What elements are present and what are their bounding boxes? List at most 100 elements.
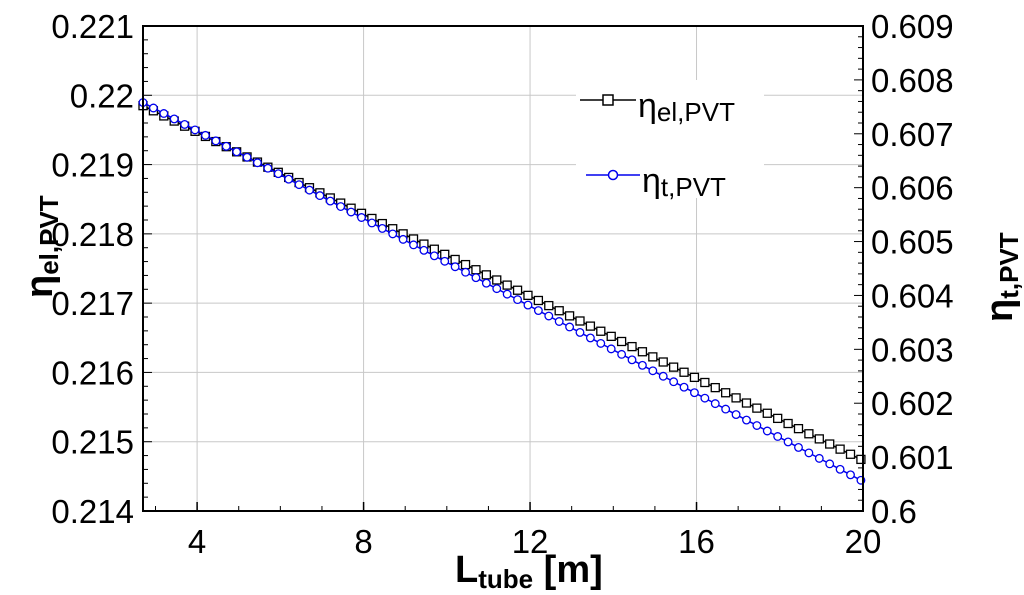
data-point-t-pvt <box>689 388 699 398</box>
data-point-t-pvt <box>721 404 731 414</box>
data-point-el-pvt <box>721 388 731 398</box>
data-point-t-pvt <box>294 180 304 190</box>
data-point-t-pvt <box>336 202 346 211</box>
legend-label-el: ηel,PVT <box>638 87 735 127</box>
data-point-t-pvt <box>513 295 523 305</box>
data-point-t-pvt <box>700 393 710 403</box>
data-point-el-pvt <box>648 352 658 362</box>
data-point-t-pvt <box>305 185 314 195</box>
data-point-t-pvt <box>346 207 356 217</box>
y-right-tick-label: 0.602 <box>871 385 954 422</box>
data-point-t-pvt <box>637 360 647 370</box>
y-right-tick-label: 0.605 <box>871 224 954 261</box>
y-right-tick-label: 0.601 <box>871 439 954 476</box>
data-point-t-pvt <box>606 344 616 354</box>
data-point-t-pvt <box>710 399 720 409</box>
y-left-tick-label: 0.214 <box>51 493 134 530</box>
data-point-t-pvt <box>554 317 564 326</box>
y-right-tick-label: 0.604 <box>871 277 954 314</box>
y-right-tick-label: 0.606 <box>871 170 954 207</box>
data-point-el-pvt <box>668 362 679 372</box>
legend-marker-t <box>607 169 619 181</box>
data-point-el-pvt <box>689 372 700 383</box>
y-left-tick-label: 0.218 <box>51 216 134 253</box>
data-point-el-pvt <box>460 259 471 270</box>
data-point-el-pvt <box>627 341 637 352</box>
legend-label-t: ηt,PVT <box>642 162 726 202</box>
data-point-t-pvt <box>211 136 221 146</box>
data-point-el-pvt <box>512 285 523 295</box>
data-point-el-pvt <box>762 408 772 418</box>
data-point-t-pvt <box>648 366 658 376</box>
data-point-t-pvt <box>180 119 190 129</box>
data-point-el-pvt <box>804 429 814 439</box>
data-point-t-pvt <box>253 158 262 168</box>
data-point-t-pvt <box>544 311 554 321</box>
legend-marker-el <box>602 94 614 106</box>
y-right-axis-title: ηt,PVT <box>979 232 1024 322</box>
data-point-el-pvt <box>554 306 564 316</box>
data-point-t-pvt <box>169 114 179 124</box>
y-left-tick-label: 0.22 <box>70 77 134 114</box>
data-point-el-pvt <box>773 413 783 424</box>
data-point-el-pvt <box>564 311 575 321</box>
x-tick-label: 4 <box>188 523 206 560</box>
data-point-el-pvt <box>752 403 762 413</box>
data-point-el-pvt <box>616 336 627 347</box>
data-point-el-pvt <box>731 393 741 403</box>
data-point-t-pvt <box>398 234 408 244</box>
series-layer <box>138 98 866 485</box>
x-axis-title: Ltube [m] <box>455 549 603 594</box>
data-point-t-pvt <box>273 169 283 179</box>
data-point-el-pvt <box>544 300 554 311</box>
data-point-t-pvt <box>429 251 439 261</box>
y-right-tick-label: 0.609 <box>871 8 954 45</box>
data-point-el-pvt <box>492 275 502 285</box>
data-point-el-pvt <box>856 454 866 465</box>
data-point-t-pvt <box>481 278 491 288</box>
data-point-el-pvt <box>450 254 460 265</box>
data-point-t-pvt <box>533 306 543 316</box>
y-left-tick-label: 0.216 <box>51 354 134 391</box>
data-point-el-pvt <box>575 316 585 326</box>
data-point-t-pvt <box>377 223 387 233</box>
y-right-tick-label: 0.608 <box>871 62 954 99</box>
data-point-t-pvt <box>263 163 273 173</box>
data-point-t-pvt <box>669 377 679 387</box>
data-point-t-pvt <box>762 426 772 436</box>
data-point-el-pvt <box>679 367 689 377</box>
data-point-t-pvt <box>825 459 835 469</box>
data-point-el-pvt <box>658 357 668 367</box>
y-right-tick-label: 0.607 <box>871 116 954 153</box>
data-point-el-pvt <box>471 265 481 275</box>
data-point-el-pvt <box>523 290 533 301</box>
data-point-t-pvt <box>409 240 418 250</box>
data-point-el-pvt <box>793 423 804 434</box>
data-point-t-pvt <box>627 355 637 365</box>
x-tick-label: 16 <box>678 523 715 560</box>
data-point-t-pvt <box>773 432 783 441</box>
data-point-el-pvt <box>637 347 648 357</box>
data-point-t-pvt <box>783 437 793 447</box>
y-left-tick-label: 0.219 <box>51 147 134 184</box>
data-point-el-pvt <box>502 280 512 290</box>
series-line-0 <box>142 105 862 461</box>
y-right-tick-label: 0.603 <box>871 331 954 368</box>
data-point-t-pvt <box>731 410 741 420</box>
data-point-el-pvt <box>814 434 824 444</box>
data-point-t-pvt <box>357 213 366 222</box>
x-tick-label: 20 <box>845 523 882 560</box>
data-point-t-pvt <box>440 256 450 266</box>
data-point-t-pvt <box>679 382 689 392</box>
data-point-t-pvt <box>814 453 824 463</box>
data-point-el-pvt <box>533 295 544 306</box>
y-left-tick-label: 0.215 <box>51 424 134 461</box>
y-left-tick-label: 0.217 <box>51 285 134 322</box>
data-point-t-pvt <box>148 103 158 113</box>
plot-frame <box>142 25 864 512</box>
data-point-t-pvt <box>242 152 252 162</box>
data-point-el-pvt <box>835 444 845 454</box>
data-point-t-pvt <box>575 328 585 337</box>
data-point-el-pvt <box>783 418 793 429</box>
